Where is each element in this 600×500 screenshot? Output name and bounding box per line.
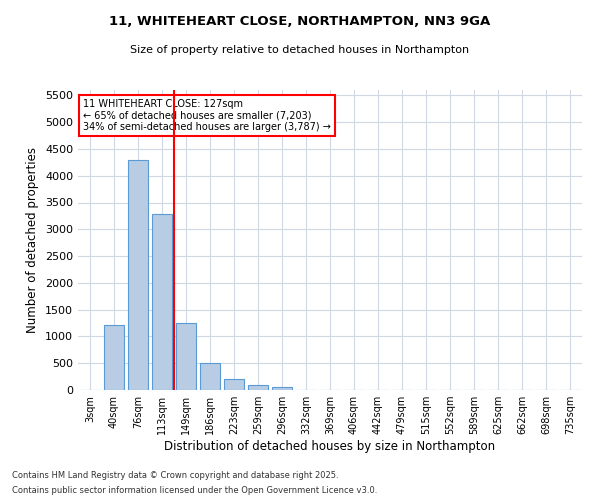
Bar <box>248 384 268 390</box>
Bar <box>104 324 124 390</box>
Bar <box>224 379 244 390</box>
Bar <box>128 160 148 390</box>
Y-axis label: Number of detached properties: Number of detached properties <box>26 147 40 333</box>
Bar <box>152 214 172 390</box>
Bar <box>200 363 220 390</box>
X-axis label: Distribution of detached houses by size in Northampton: Distribution of detached houses by size … <box>164 440 496 453</box>
Bar <box>272 387 292 390</box>
Bar <box>176 322 196 390</box>
Text: Contains public sector information licensed under the Open Government Licence v3: Contains public sector information licen… <box>12 486 377 495</box>
Text: Size of property relative to detached houses in Northampton: Size of property relative to detached ho… <box>130 45 470 55</box>
Text: 11 WHITEHEART CLOSE: 127sqm
← 65% of detached houses are smaller (7,203)
34% of : 11 WHITEHEART CLOSE: 127sqm ← 65% of det… <box>83 99 331 132</box>
Text: 11, WHITEHEART CLOSE, NORTHAMPTON, NN3 9GA: 11, WHITEHEART CLOSE, NORTHAMPTON, NN3 9… <box>109 15 491 28</box>
Text: Contains HM Land Registry data © Crown copyright and database right 2025.: Contains HM Land Registry data © Crown c… <box>12 471 338 480</box>
